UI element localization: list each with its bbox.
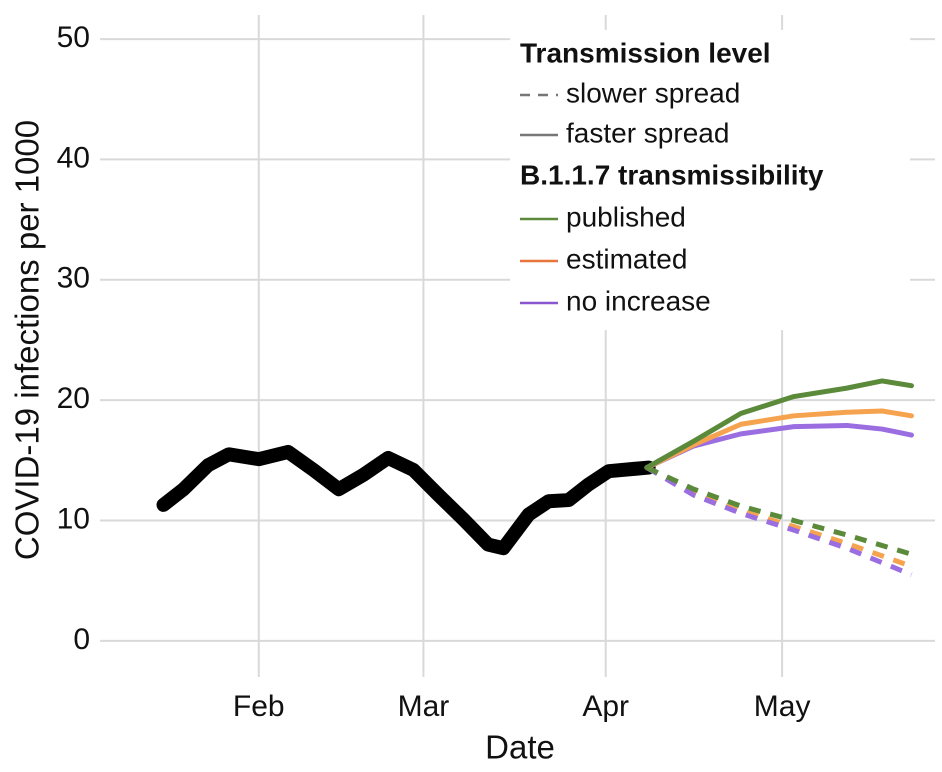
x-axis-title: Date: [485, 729, 555, 766]
legend-label: published: [566, 201, 686, 232]
legend-background: [510, 30, 910, 330]
y-tick-label: 10: [57, 502, 90, 535]
legend-label: slower spread: [566, 77, 740, 108]
series-line: [644, 378, 914, 471]
legend: Transmission level slower spread faster sp…: [510, 30, 910, 330]
legend-label: no increase: [566, 285, 711, 316]
x-tick-label: May: [754, 690, 811, 723]
x-tick-label: Mar: [398, 690, 450, 723]
legend-title: B.1.1.7 transmissibility: [520, 159, 824, 190]
y-tick-label: 20: [57, 382, 90, 415]
x-tick-label: Apr: [582, 690, 629, 723]
x-tick-label: Feb: [233, 690, 285, 723]
y-tick-label: 40: [57, 141, 90, 174]
lines: [156, 378, 914, 578]
series-line: [645, 465, 913, 557]
series-line: [156, 444, 656, 556]
series-line: [644, 408, 914, 471]
legend-label: faster spread: [566, 117, 729, 148]
y-tick-label: 0: [73, 623, 90, 656]
y-tick-label: 30: [57, 262, 90, 295]
series-line: [645, 465, 913, 578]
legend-label: estimated: [566, 243, 687, 274]
y-tick-label: 50: [57, 21, 90, 54]
y-axis-title: COVID-19 infections per 1000: [9, 120, 46, 560]
legend-title: Transmission level: [520, 37, 771, 68]
